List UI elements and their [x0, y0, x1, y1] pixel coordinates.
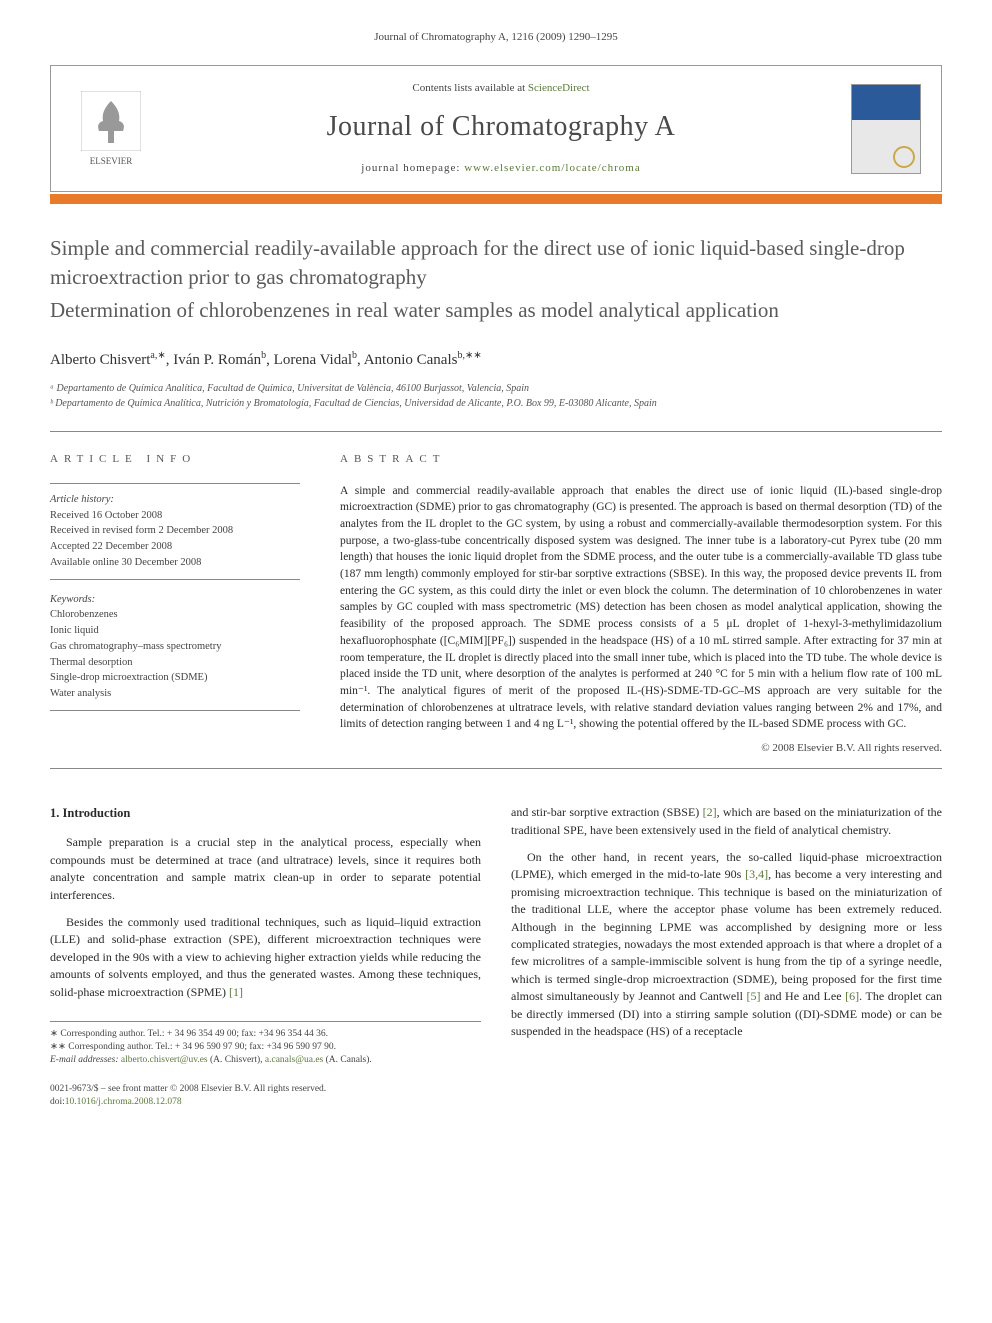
affiliation-b: ᵇ Departamento de Química Analítica, Nut…	[50, 396, 942, 411]
footnotes-block: ∗ Corresponding author. Tel.: + 34 96 35…	[50, 1021, 481, 1068]
body-paragraph: and stir-bar sorptive extraction (SBSE) …	[511, 804, 942, 839]
email-addresses-line: E-mail addresses: alberto.chisvert@uv.es…	[50, 1054, 481, 1067]
info-abstract-row: article info Article history: Received 1…	[50, 452, 942, 756]
keyword: Water analysis	[50, 686, 300, 702]
citation-link[interactable]: [1]	[229, 985, 243, 999]
masthead-center: Contents lists available at ScienceDirec…	[171, 81, 831, 176]
homepage-link[interactable]: www.elsevier.com/locate/chroma	[464, 162, 641, 174]
authors-line: Alberto Chisverta,∗, Iván P. Románb, Lor…	[50, 349, 942, 371]
divider-line	[50, 768, 942, 769]
history-item: Accepted 22 December 2008	[50, 539, 300, 555]
history-item: Received 16 October 2008	[50, 508, 300, 524]
body-paragraph: On the other hand, in recent years, the …	[511, 849, 942, 1040]
article-title: Simple and commercial readily-available …	[50, 234, 942, 291]
corresponding-author-note: ∗∗ Corresponding author. Tel.: + 34 96 5…	[50, 1041, 481, 1054]
doi-link[interactable]: 10.1016/j.chroma.2008.12.078	[65, 1097, 182, 1107]
corresponding-author-note: ∗ Corresponding author. Tel.: + 34 96 35…	[50, 1028, 481, 1041]
email-link[interactable]: alberto.chisvert@uv.es	[121, 1055, 208, 1065]
journal-name: Journal of Chromatography A	[171, 107, 831, 146]
contents-line: Contents lists available at ScienceDirec…	[171, 81, 831, 96]
citation-link[interactable]: [3,4]	[745, 867, 768, 881]
doi-label: doi:	[50, 1097, 65, 1107]
front-matter-line: 0021-9673/$ – see front matter © 2008 El…	[50, 1083, 942, 1096]
article-subtitle: Determination of chlorobenzenes in real …	[50, 296, 942, 324]
elsevier-logo: ELSEVIER	[71, 84, 151, 174]
sciencedirect-link[interactable]: ScienceDirect	[528, 82, 590, 94]
running-header: Journal of Chromatography A, 1216 (2009)…	[50, 30, 942, 45]
keyword: Gas chromatography–mass spectrometry	[50, 639, 300, 655]
footer-meta: 0021-9673/$ – see front matter © 2008 El…	[50, 1083, 942, 1110]
keyword: Chlorobenzenes	[50, 607, 300, 623]
abstract-copyright: © 2008 Elsevier B.V. All rights reserved…	[340, 741, 942, 756]
keyword: Single-drop microextraction (SDME)	[50, 670, 300, 686]
affiliation-a: ᵃ Departamento de Química Analítica, Fac…	[50, 381, 942, 396]
body-column-right: and stir-bar sorptive extraction (SBSE) …	[511, 804, 942, 1068]
keyword: Thermal desorption	[50, 655, 300, 671]
orange-divider-bar	[50, 194, 942, 204]
body-column-left: 1. Introduction Sample preparation is a …	[50, 804, 481, 1068]
divider-line	[50, 431, 942, 432]
citation-link[interactable]: [2]	[703, 805, 717, 819]
email-who: (A. Canals).	[323, 1055, 372, 1065]
abstract-text: A simple and commercial readily-availabl…	[340, 483, 942, 733]
homepage-line: journal homepage: www.elsevier.com/locat…	[171, 161, 831, 176]
body-paragraph: Besides the commonly used traditional te…	[50, 914, 481, 1001]
body-columns: 1. Introduction Sample preparation is a …	[50, 804, 942, 1068]
body-paragraph: Sample preparation is a crucial step in …	[50, 834, 481, 904]
affiliations: ᵃ Departamento de Química Analítica, Fac…	[50, 381, 942, 411]
keyword: Ionic liquid	[50, 623, 300, 639]
history-item: Available online 30 December 2008	[50, 555, 300, 571]
masthead: ELSEVIER Contents lists available at Sci…	[50, 65, 942, 192]
keywords-title: Keywords:	[50, 592, 300, 608]
section-heading-intro: 1. Introduction	[50, 804, 481, 822]
body-text: Besides the commonly used traditional te…	[50, 915, 481, 999]
email-link[interactable]: a.canals@ua.es	[265, 1055, 323, 1065]
keywords-block: Keywords: Chlorobenzenes Ionic liquid Ga…	[50, 592, 300, 711]
article-history-block: Article history: Received 16 October 200…	[50, 483, 300, 580]
body-text: , has become a very interesting and prom…	[511, 867, 942, 1003]
body-text: and stir-bar sorptive extraction (SBSE)	[511, 805, 703, 819]
journal-cover-thumbnail	[851, 84, 921, 174]
contents-prefix: Contents lists available at	[412, 82, 527, 94]
abstract-column: abstract A simple and commercial readily…	[340, 452, 942, 756]
history-title: Article history:	[50, 492, 300, 508]
email-who: (A. Chisvert),	[208, 1055, 265, 1065]
article-info-label: article info	[50, 452, 300, 467]
publisher-name: ELSEVIER	[90, 155, 133, 168]
history-item: Received in revised form 2 December 2008	[50, 523, 300, 539]
abstract-label: abstract	[340, 452, 942, 467]
elsevier-tree-icon	[81, 91, 141, 151]
citation-link[interactable]: [6]	[845, 989, 859, 1003]
article-info-column: article info Article history: Received 1…	[50, 452, 300, 756]
homepage-prefix: journal homepage:	[361, 162, 464, 174]
citation-link[interactable]: [5]	[747, 989, 761, 1003]
email-label: E-mail addresses:	[50, 1055, 121, 1065]
body-text: and He and Lee	[761, 989, 846, 1003]
doi-line: doi:10.1016/j.chroma.2008.12.078	[50, 1096, 942, 1109]
